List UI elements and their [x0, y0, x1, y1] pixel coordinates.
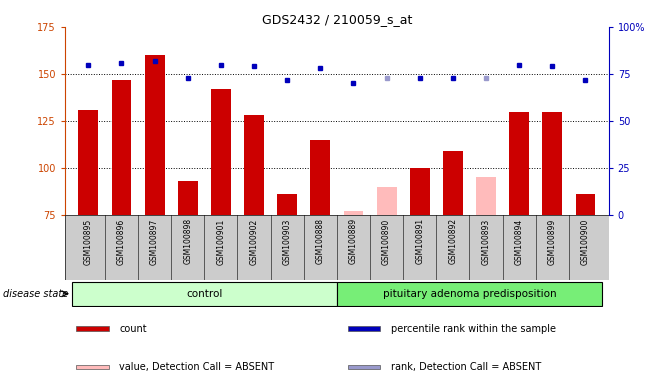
- Text: GSM100900: GSM100900: [581, 218, 590, 265]
- Text: GSM100893: GSM100893: [482, 218, 491, 265]
- Bar: [145, 55, 165, 215]
- Bar: [337, 282, 602, 306]
- Bar: [348, 365, 380, 369]
- Bar: [443, 151, 463, 215]
- Bar: [72, 282, 337, 306]
- Bar: [111, 79, 132, 215]
- Text: GSM100891: GSM100891: [415, 218, 424, 265]
- Text: GSM100899: GSM100899: [548, 218, 557, 265]
- Bar: [348, 326, 380, 331]
- Text: GSM100903: GSM100903: [283, 218, 292, 265]
- Bar: [344, 211, 363, 215]
- Bar: [311, 140, 330, 215]
- Bar: [76, 365, 109, 369]
- Text: GSM100888: GSM100888: [316, 218, 325, 264]
- Text: GSM100889: GSM100889: [349, 218, 358, 265]
- Text: GSM100894: GSM100894: [515, 218, 523, 265]
- Text: GSM100901: GSM100901: [216, 218, 225, 265]
- Text: disease state: disease state: [3, 289, 68, 299]
- Text: GSM100896: GSM100896: [117, 218, 126, 265]
- Title: GDS2432 / 210059_s_at: GDS2432 / 210059_s_at: [262, 13, 412, 26]
- Text: value, Detection Call = ABSENT: value, Detection Call = ABSENT: [120, 362, 275, 372]
- Bar: [377, 187, 396, 215]
- Text: GSM100902: GSM100902: [249, 218, 258, 265]
- Bar: [178, 181, 198, 215]
- Bar: [76, 326, 109, 331]
- Bar: [244, 115, 264, 215]
- Text: GSM100890: GSM100890: [382, 218, 391, 265]
- Bar: [277, 194, 297, 215]
- Text: pituitary adenoma predisposition: pituitary adenoma predisposition: [383, 289, 557, 299]
- Text: GSM100895: GSM100895: [84, 218, 93, 265]
- Bar: [410, 168, 430, 215]
- Text: percentile rank within the sample: percentile rank within the sample: [391, 324, 556, 334]
- Bar: [211, 89, 231, 215]
- Bar: [542, 112, 562, 215]
- Bar: [575, 194, 596, 215]
- Bar: [476, 177, 496, 215]
- Text: GSM100898: GSM100898: [183, 218, 192, 265]
- Bar: [78, 110, 98, 215]
- Text: count: count: [120, 324, 147, 334]
- Bar: [509, 112, 529, 215]
- Text: GSM100892: GSM100892: [449, 218, 458, 265]
- Text: control: control: [186, 289, 223, 299]
- Text: GSM100897: GSM100897: [150, 218, 159, 265]
- Text: rank, Detection Call = ABSENT: rank, Detection Call = ABSENT: [391, 362, 542, 372]
